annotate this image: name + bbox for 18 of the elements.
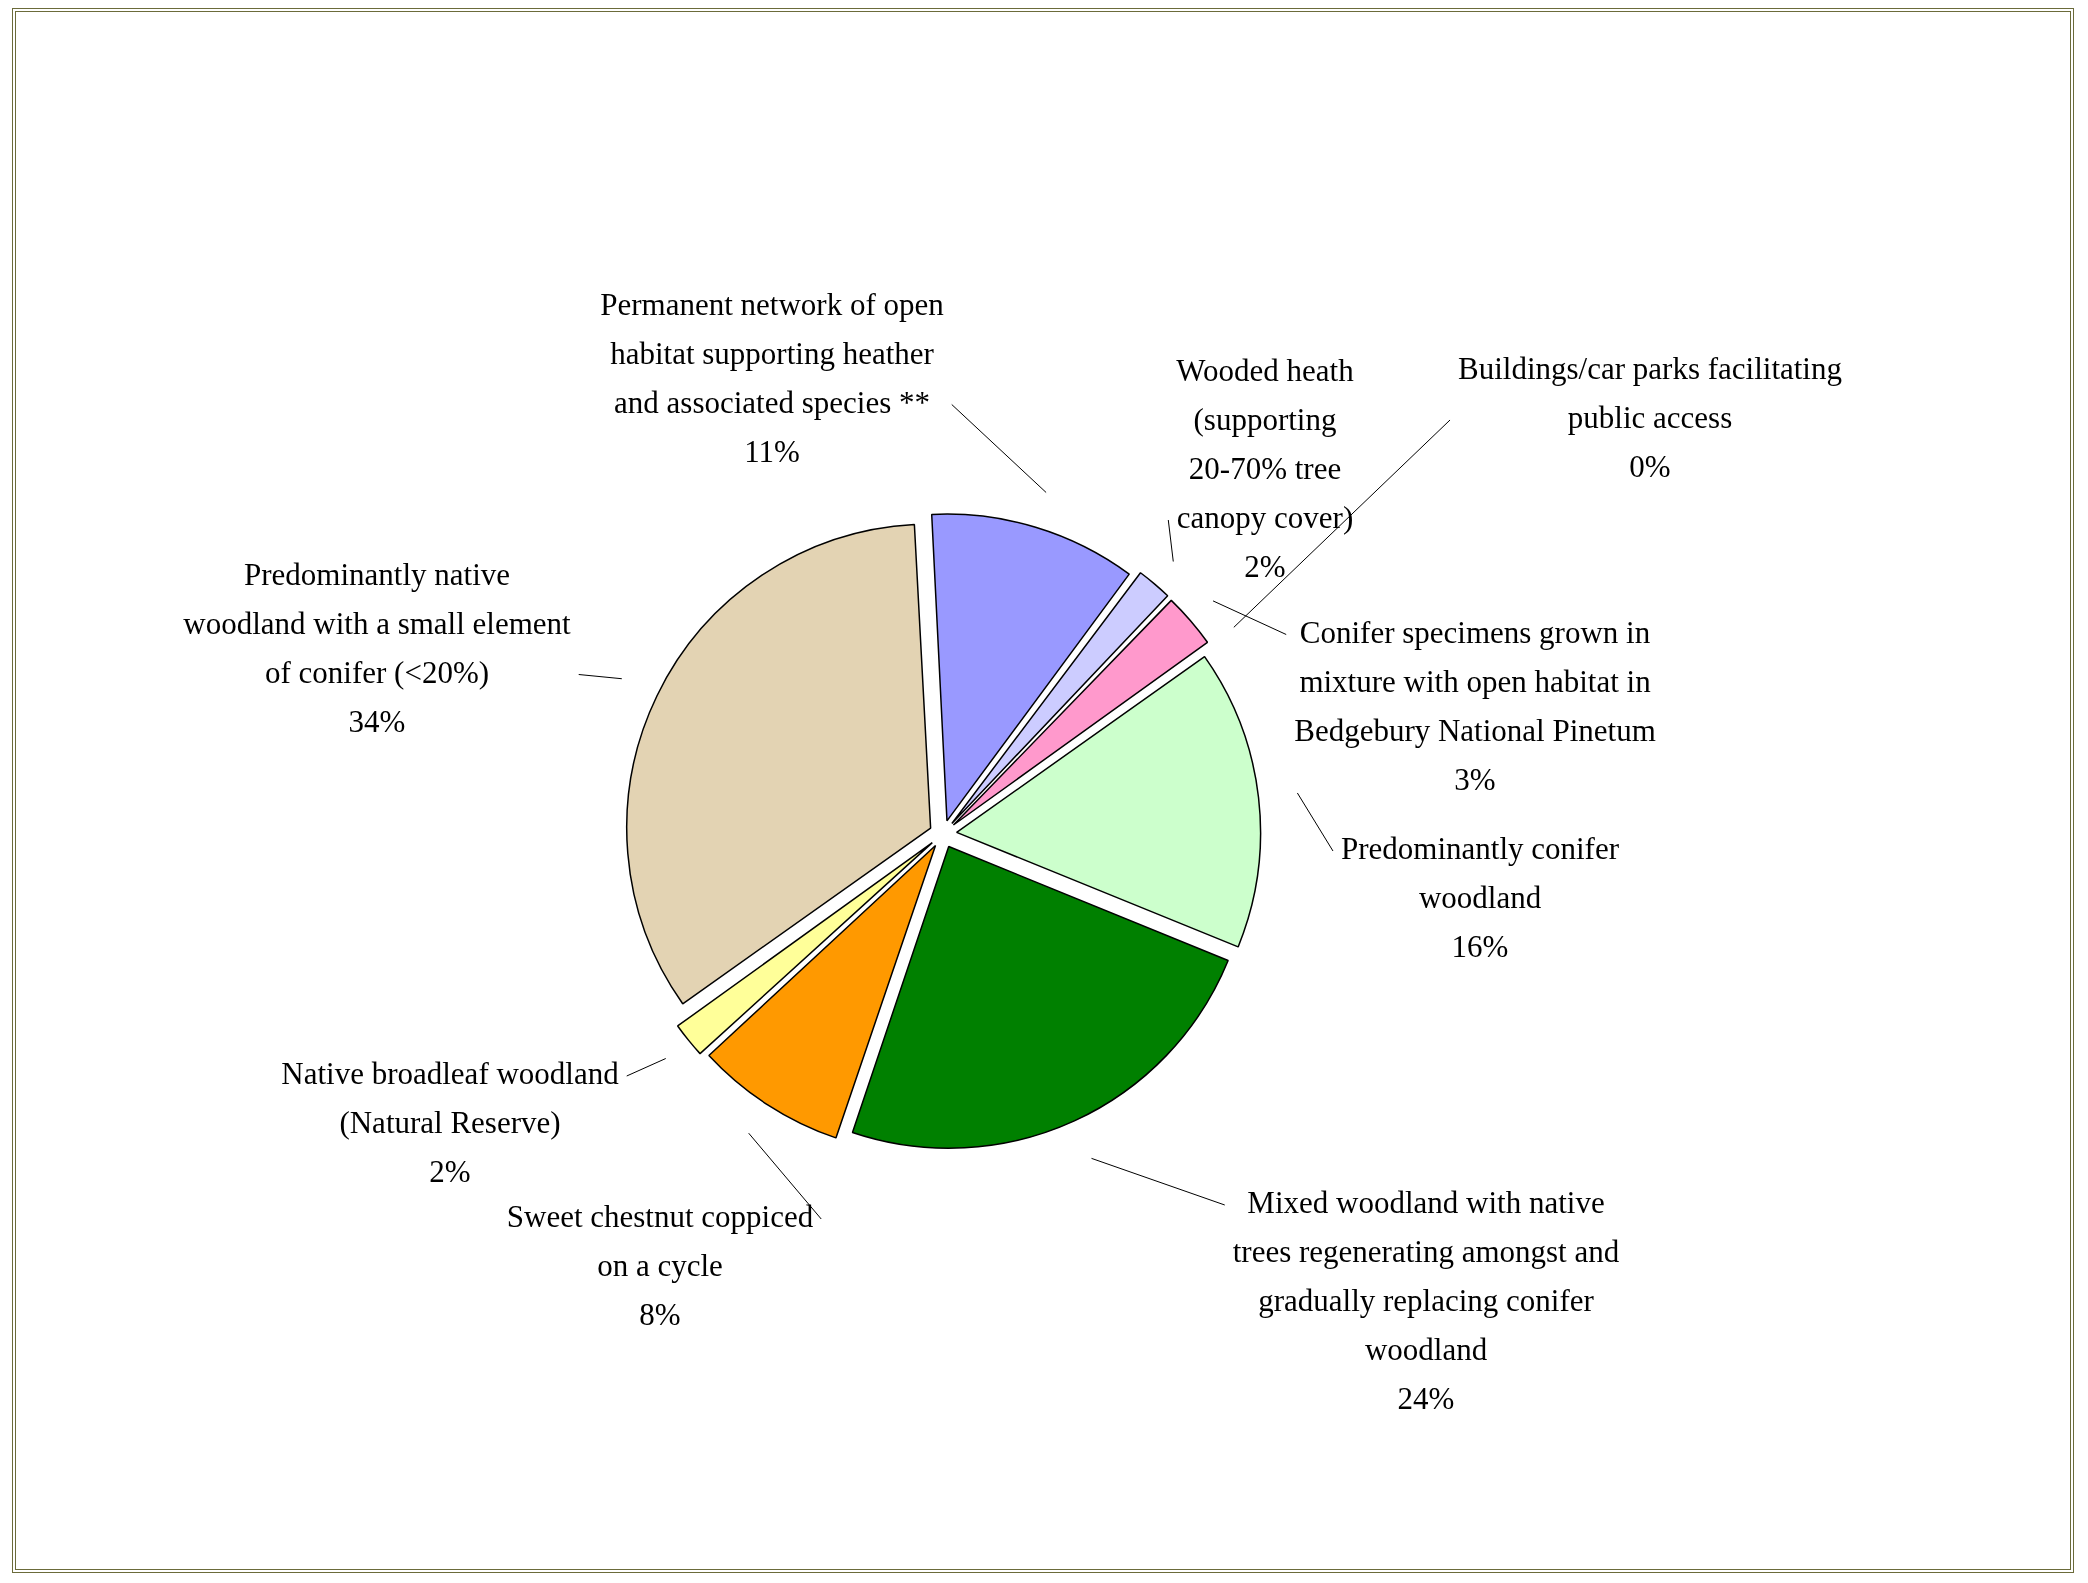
data-label: 34% bbox=[348, 703, 406, 739]
slice-label: Permanent network of open habitat supporting heather and associated species ** bbox=[600, 286, 945, 420]
text: 0% bbox=[1629, 449, 1671, 485]
slice-label: Wooded heath (supporting 20-70% tree canopy cover) bbox=[1176, 353, 1355, 536]
category-label: Buildings/car parks facilitating public access bbox=[1458, 351, 1842, 436]
data-label: 2% bbox=[429, 1154, 471, 1190]
legend-label: Conifer specimens grown in mixture with open habitat in Bedgebury National Pinetum bbox=[1294, 614, 1656, 748]
data-label: 24% bbox=[1397, 1381, 1455, 1417]
slice-label: Mixed woodland with native trees regenerating amongst and gradually replacing conifer woodland bbox=[1232, 1185, 1620, 1368]
data-label: 8% bbox=[639, 1297, 681, 1333]
data-label: 2% bbox=[1244, 549, 1286, 585]
data-label: 11% bbox=[744, 433, 800, 469]
slice-label: Predominantly native woodland with a small element of conifer (<20%) bbox=[183, 556, 572, 690]
slice-label: Predominantly conifer woodland bbox=[1340, 831, 1620, 916]
slice-label: Native broadleaf woodland (Natural Reserve) bbox=[281, 1056, 620, 1141]
slice-label: Sweet chestnut coppiced on a cycle bbox=[506, 1199, 814, 1284]
data-label: 3% bbox=[1454, 761, 1496, 797]
data-label: 16% bbox=[1451, 929, 1509, 965]
